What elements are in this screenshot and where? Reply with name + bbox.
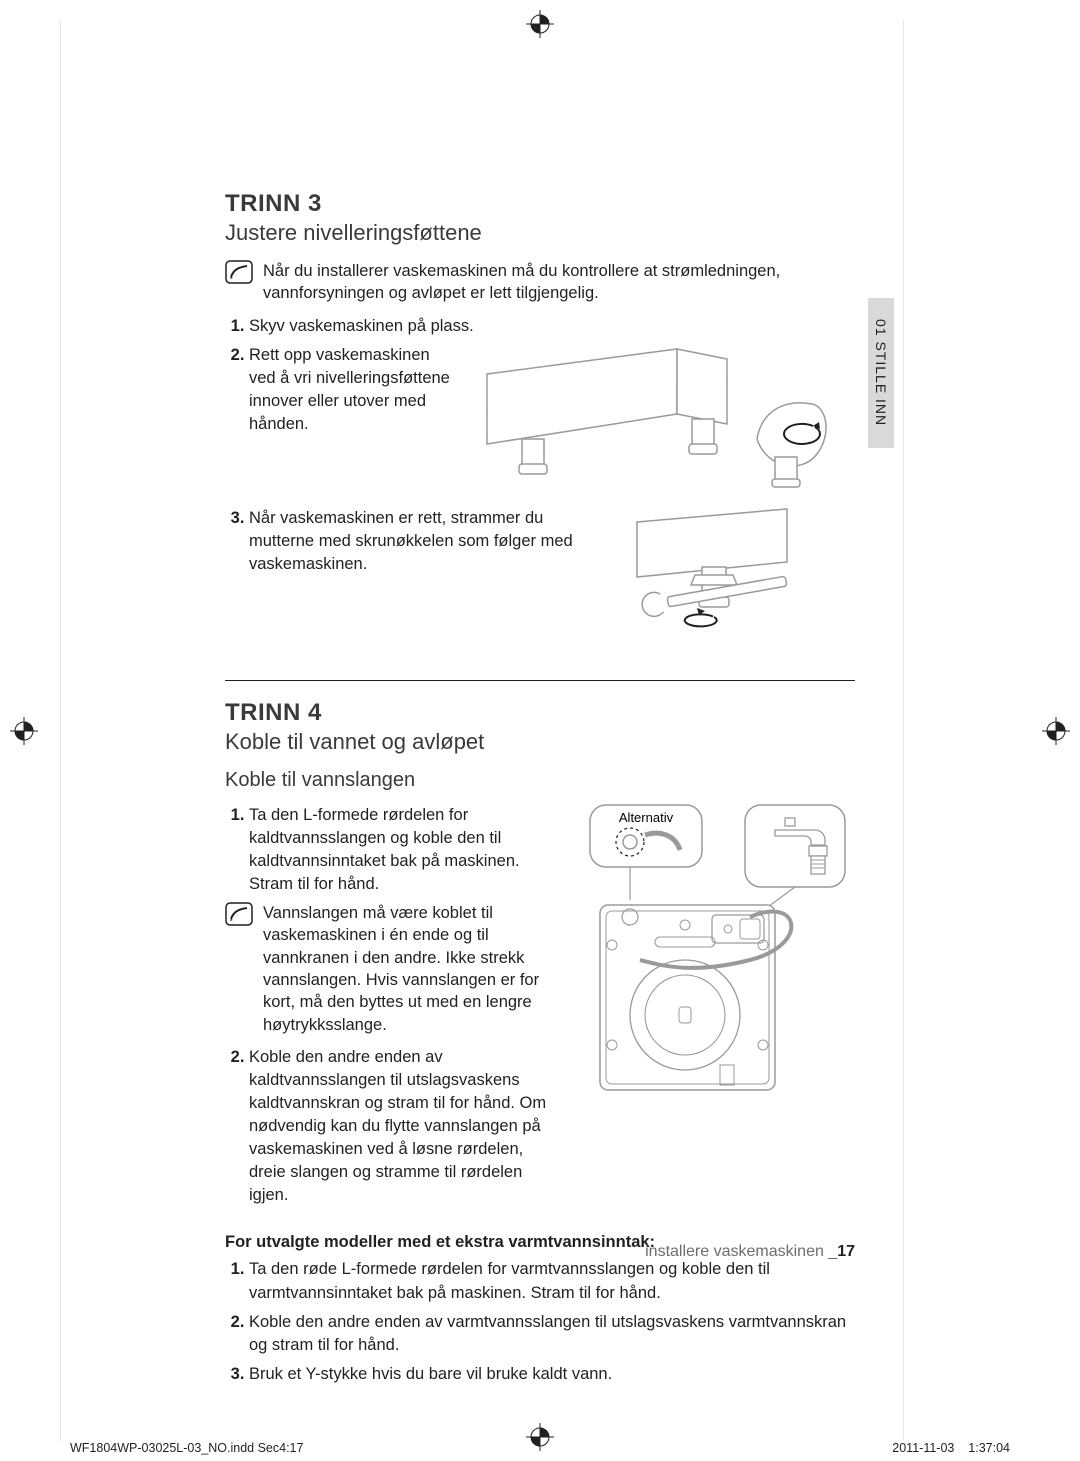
- frame-line: [903, 20, 904, 1441]
- content-area: TRINN 3 Justere nivelleringsføttene Når …: [225, 190, 855, 1392]
- step4-extra-2: Koble den andre enden av varmtvannsslang…: [249, 1311, 855, 1357]
- registration-mark-right-icon: [1042, 717, 1070, 745]
- step3-subtitle: Justere nivelleringsføttene: [225, 220, 855, 246]
- step4-figure: Alternativ: [580, 800, 855, 1105]
- step3-note-text: Når du installerer vaskemaskinen må du k…: [263, 260, 855, 305]
- step3-list: Skyv vaskemaskinen på plass. Rett opp va…: [225, 315, 855, 654]
- section-tab-label: 01 STILLE INN: [873, 319, 889, 426]
- page-footer: installere vaskemaskinen _17: [645, 1243, 855, 1261]
- section-tab: 01 STILLE INN: [868, 298, 894, 448]
- step3-item-2: Rett opp vaskemaskinen ved å vri nivelle…: [249, 344, 855, 501]
- frame-line: [60, 20, 61, 1441]
- step4-title: TRINN 4: [225, 699, 855, 727]
- step4-extra-3: Bruk et Y-stykke hvis du bare vil bruke …: [249, 1363, 855, 1386]
- step3-figure-2: [607, 507, 827, 654]
- step4-extra-1: Ta den røde L-formede rørdelen for varmt…: [249, 1258, 855, 1304]
- step4-extra-list: Ta den røde L-formede rørdelen for varmt…: [225, 1258, 855, 1385]
- step3-item-3: Når vaskemaskinen er rett, strammer du m…: [249, 507, 855, 654]
- step4-item-1: Ta den L-formede rørdelen for kaldtvanns…: [249, 804, 562, 896]
- note-icon: [225, 902, 253, 926]
- step3-item-2-text: Rett opp vaskemaskinen ved å vri nivelle…: [249, 344, 459, 436]
- step4-list: Ta den L-formede rørdelen for kaldtvanns…: [225, 804, 562, 896]
- page: 01 STILLE INN TRINN 3 Justere nivellerin…: [0, 0, 1080, 1461]
- footer-section: installere vaskemaskinen _: [645, 1243, 837, 1260]
- step4-list-2: Koble den andre enden av kaldtvannsslang…: [225, 1046, 562, 1208]
- step3-note: Når du installerer vaskemaskinen må du k…: [225, 260, 855, 305]
- step4-note: Vannslangen må være koblet til vaskemask…: [225, 902, 562, 1036]
- diagram-label: Alternativ: [619, 810, 674, 825]
- step4-item-2: Koble den andre enden av kaldtvannsslang…: [249, 1046, 562, 1208]
- print-date: 2011-11-03: [892, 1441, 954, 1455]
- step4-subtitle: Koble til vannet og avløpet: [225, 729, 855, 755]
- step3-item-1: Skyv vaskemaskinen på plass.: [249, 315, 855, 338]
- print-footer: WF1804WP-03025L-03_NO.indd Sec4:17 2011-…: [70, 1441, 1010, 1455]
- print-time: 1:37:04: [968, 1441, 1010, 1455]
- step3-title: TRINN 3: [225, 190, 855, 218]
- step4-subheading: Koble til vannslangen: [225, 769, 855, 792]
- step3-item-3-text: Når vaskemaskinen er rett, strammer du m…: [249, 507, 589, 576]
- step4-body: Ta den L-formede rørdelen for kaldtvanns…: [225, 800, 855, 1214]
- step4-note-text: Vannslangen må være koblet til vaskemask…: [263, 902, 562, 1036]
- footer-page-number: 17: [837, 1243, 855, 1260]
- section-separator: [225, 680, 855, 681]
- registration-mark-left-icon: [10, 717, 38, 745]
- print-file: WF1804WP-03025L-03_NO.indd Sec4:17: [70, 1441, 303, 1455]
- note-icon: [225, 260, 253, 284]
- step3-figure-1: [477, 344, 847, 501]
- registration-mark-top-icon: [526, 10, 554, 38]
